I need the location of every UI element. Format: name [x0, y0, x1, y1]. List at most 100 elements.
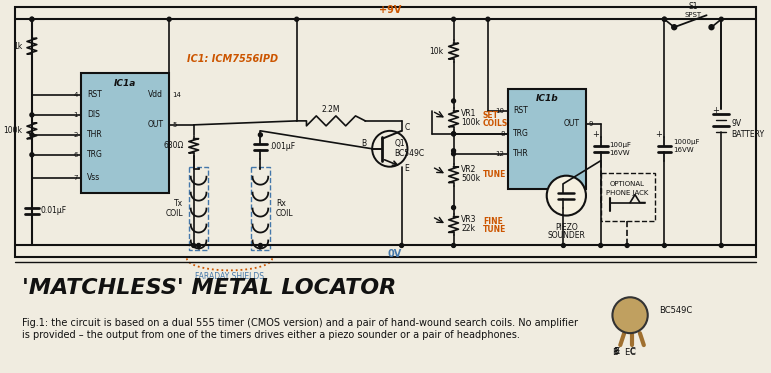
- Text: E: E: [625, 348, 629, 357]
- Text: Q1: Q1: [395, 139, 406, 148]
- Circle shape: [547, 176, 586, 216]
- Text: 680Ω: 680Ω: [163, 141, 184, 150]
- Bar: [15, 7, 756, 257]
- Text: Vdd: Vdd: [148, 91, 163, 100]
- Circle shape: [719, 244, 723, 247]
- Circle shape: [258, 244, 262, 247]
- Circle shape: [561, 244, 565, 247]
- Circle shape: [452, 17, 456, 21]
- Text: E: E: [614, 347, 619, 356]
- Text: TUNE: TUNE: [483, 225, 507, 234]
- Text: SET: SET: [483, 112, 499, 120]
- Bar: [251, 167, 270, 250]
- Circle shape: [672, 25, 677, 30]
- Text: 12: 12: [496, 151, 504, 157]
- Text: TUNE: TUNE: [483, 170, 507, 179]
- Text: S1: S1: [688, 2, 698, 11]
- Text: .001µF: .001µF: [269, 142, 295, 151]
- Text: VR1: VR1: [461, 109, 476, 118]
- Text: 16VW: 16VW: [673, 147, 694, 153]
- Text: 22k: 22k: [461, 224, 476, 233]
- Circle shape: [709, 25, 714, 30]
- Text: OUT: OUT: [564, 119, 580, 128]
- Text: 'MATCHLESS' METAL LOCATOR: 'MATCHLESS' METAL LOCATOR: [22, 278, 396, 298]
- Circle shape: [486, 17, 490, 21]
- Text: Fig.1: the circuit is based on a dual 555 timer (CMOS version) and a pair of han: Fig.1: the circuit is based on a dual 55…: [22, 318, 578, 340]
- Text: 1: 1: [73, 112, 78, 118]
- Text: C: C: [629, 348, 635, 357]
- Text: 14: 14: [172, 92, 181, 98]
- Bar: [507, 89, 586, 189]
- Text: RST: RST: [87, 91, 102, 100]
- Bar: [81, 73, 169, 192]
- Text: SOUNDER: SOUNDER: [547, 232, 585, 241]
- Text: 8: 8: [500, 131, 504, 137]
- Text: DIS: DIS: [87, 110, 99, 119]
- Text: Tx
COIL: Tx COIL: [165, 199, 183, 218]
- Circle shape: [197, 244, 200, 247]
- Circle shape: [452, 244, 456, 247]
- Text: PIEZO: PIEZO: [555, 223, 577, 232]
- Circle shape: [30, 17, 34, 21]
- Text: IC1b: IC1b: [535, 94, 558, 103]
- Circle shape: [452, 99, 456, 103]
- Text: VR2: VR2: [461, 165, 476, 174]
- Circle shape: [30, 113, 34, 117]
- Text: THR: THR: [87, 130, 103, 140]
- Text: Vss: Vss: [87, 173, 100, 182]
- Text: COILS: COILS: [483, 119, 508, 128]
- Text: 16VW: 16VW: [610, 150, 630, 156]
- Text: 100k: 100k: [461, 118, 480, 127]
- Circle shape: [399, 244, 403, 247]
- Circle shape: [258, 133, 262, 137]
- Text: 0.01µF: 0.01µF: [41, 206, 67, 215]
- Text: B: B: [612, 348, 618, 357]
- Text: TRG: TRG: [513, 129, 529, 138]
- Circle shape: [662, 17, 666, 21]
- Circle shape: [625, 244, 629, 247]
- Text: IC1a: IC1a: [114, 79, 136, 88]
- Circle shape: [452, 132, 456, 136]
- Text: +9V: +9V: [379, 5, 401, 15]
- Circle shape: [30, 153, 34, 157]
- Circle shape: [452, 132, 456, 136]
- Text: 1k: 1k: [13, 42, 22, 51]
- Text: FARADAY SHIELDS: FARADAY SHIELDS: [195, 272, 264, 281]
- Circle shape: [599, 244, 603, 247]
- Text: 9: 9: [589, 121, 594, 127]
- Text: B: B: [361, 139, 366, 148]
- Text: IC1: ICM7556IPD: IC1: ICM7556IPD: [187, 54, 278, 64]
- Circle shape: [452, 206, 456, 210]
- Circle shape: [192, 244, 196, 247]
- Text: PHONE JACK: PHONE JACK: [606, 189, 648, 196]
- Circle shape: [612, 297, 648, 333]
- Text: +: +: [712, 106, 719, 115]
- Text: VR3: VR3: [461, 215, 477, 224]
- Circle shape: [167, 17, 171, 21]
- Bar: [601, 173, 655, 220]
- Text: C: C: [629, 347, 635, 356]
- Text: +: +: [592, 130, 599, 140]
- Circle shape: [30, 17, 34, 21]
- Text: 100µF: 100µF: [610, 142, 631, 148]
- Text: 0V: 0V: [388, 250, 402, 260]
- Text: C: C: [405, 123, 409, 132]
- Text: OUT: OUT: [147, 120, 163, 129]
- Text: 10k: 10k: [429, 47, 444, 56]
- Text: 100k: 100k: [3, 126, 22, 135]
- Text: 2: 2: [73, 132, 78, 138]
- Text: E: E: [405, 164, 409, 173]
- Text: 7: 7: [73, 175, 78, 181]
- Text: +: +: [655, 130, 662, 140]
- Circle shape: [452, 149, 456, 153]
- Text: BC549C: BC549C: [659, 306, 693, 315]
- Text: FINE: FINE: [483, 217, 503, 226]
- Circle shape: [662, 244, 666, 247]
- Text: 1000µF: 1000µF: [673, 139, 700, 145]
- Circle shape: [452, 152, 456, 156]
- Text: 500k: 500k: [461, 174, 480, 183]
- Bar: [189, 167, 208, 250]
- Text: 2.2M: 2.2M: [322, 105, 340, 114]
- Text: 6: 6: [73, 152, 78, 158]
- Text: THR: THR: [513, 149, 529, 158]
